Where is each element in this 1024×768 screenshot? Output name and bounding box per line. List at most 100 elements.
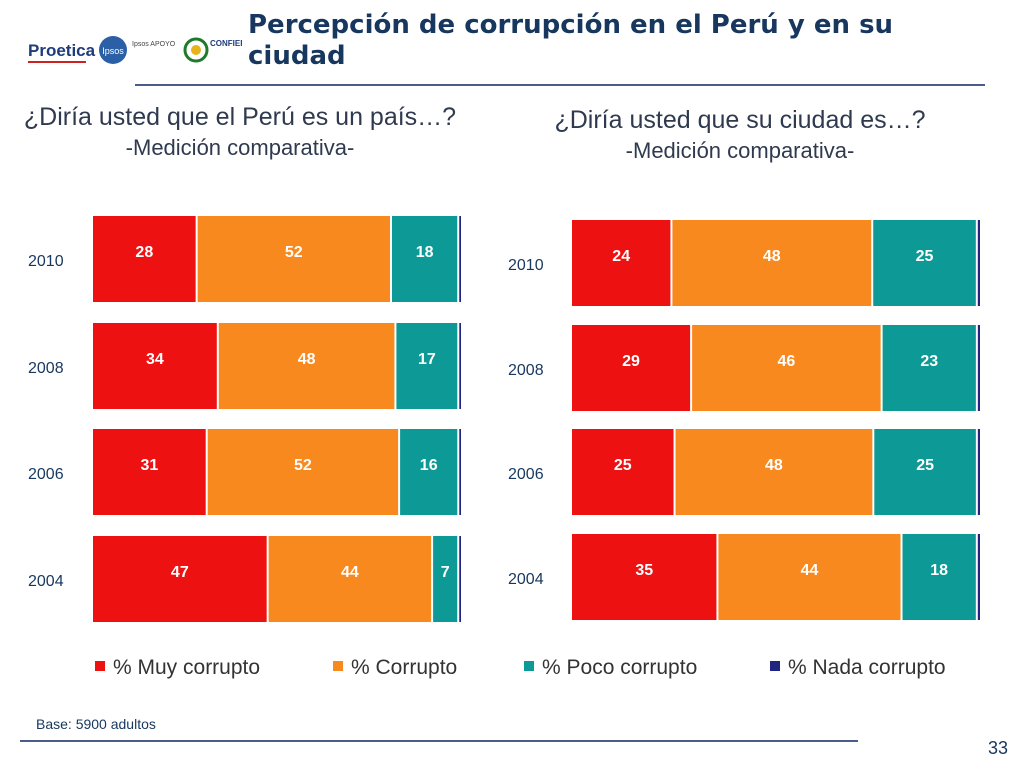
page-number: 33 — [988, 738, 1009, 758]
bar-2008-nada — [977, 325, 980, 411]
year-label: 2010 — [28, 253, 64, 270]
bar-2010-muy — [572, 220, 671, 306]
data-label-2008-corrupto: 46 — [777, 353, 795, 370]
data-label-2006-corrupto: 48 — [765, 457, 783, 474]
bar-2004-nada — [459, 536, 461, 622]
data-label-2006-muy: 25 — [614, 457, 632, 474]
bar-2006-nada — [977, 429, 980, 515]
bar-2008-corrupto — [692, 325, 881, 411]
right-subtitle: -Medición comparativa- — [625, 138, 855, 163]
data-label-2006-poco: 25 — [916, 457, 934, 474]
data-label-2008-muy: 29 — [622, 353, 640, 370]
bar-2010-nada — [459, 216, 461, 302]
bar-2008-poco — [882, 325, 976, 411]
year-label: 2006 — [28, 466, 64, 483]
page-title: Percepción de corrupción en el Perú y en… — [248, 10, 894, 71]
legend-corrupto: % Corrupto — [333, 656, 457, 680]
data-label-2010-muy: 28 — [135, 244, 153, 261]
bar-2010-nada — [977, 220, 980, 306]
year-label: 2004 — [508, 571, 544, 588]
data-label-2006-muy: 31 — [140, 457, 158, 474]
data-label-2008-corrupto: 48 — [298, 351, 316, 368]
year-label: 2008 — [28, 360, 64, 377]
legend-label-muy: % Muy corrupto — [113, 656, 261, 679]
bar-2010-poco — [391, 216, 458, 302]
bar-2006-corrupto — [207, 429, 399, 515]
bar-2010-poco — [873, 220, 976, 306]
bar-2004-corrupto — [268, 536, 432, 622]
data-label-2006-corrupto: 52 — [294, 457, 312, 474]
bar-2010-muy — [93, 216, 196, 302]
bar-2004-corrupto — [718, 534, 901, 620]
proetica-underline — [28, 61, 86, 63]
bar-2008-poco — [396, 323, 458, 409]
confiep-dot — [191, 45, 201, 55]
legend-swatch-poco — [524, 661, 534, 672]
bar-2006-poco — [400, 429, 458, 515]
data-label-2010-corrupto: 48 — [763, 248, 781, 265]
legend-poco: % Poco corrupto — [524, 656, 697, 680]
confiep-ring — [183, 37, 209, 63]
data-label-2004-corrupto: 44 — [801, 562, 819, 579]
legend-label-nada: % Nada corrupto — [788, 656, 946, 679]
year-label: 2006 — [508, 466, 544, 483]
data-label-2006-poco: 16 — [420, 457, 438, 474]
bar-2004-poco — [902, 534, 976, 620]
chart-ciudad: 2010 24 48 25 2008 29 46 23 2006 25 48 25 2004 35 44 18 — [508, 220, 980, 620]
legend-label-poco: % Poco corrupto — [542, 656, 698, 679]
data-label-2010-poco: 18 — [416, 244, 434, 261]
bar-2010-corrupto — [197, 216, 390, 302]
right-question-block: ¿Diría usted que su ciudad es…? -Medició… — [500, 105, 980, 166]
legend-swatch-muy — [95, 661, 105, 672]
bar-2004-nada — [977, 534, 980, 620]
legend-nada: % Nada corrupto — [770, 656, 946, 680]
legend-muy: % Muy corrupto — [95, 656, 260, 680]
proetica-logo: Proetica — [28, 41, 96, 63]
ipsos-logo: Ipsos Ipsos APOYO — [99, 36, 176, 64]
ipsos-logo-text: Ipsos — [102, 46, 124, 56]
bar-2004-muy — [93, 536, 267, 622]
bar-2008-muy — [93, 323, 217, 409]
bar-2008-nada — [459, 323, 461, 409]
bar-2010-corrupto — [672, 220, 872, 306]
bar-2008-corrupto — [218, 323, 395, 409]
data-label-2004-poco: 7 — [441, 564, 450, 581]
year-label: 2004 — [28, 573, 64, 590]
year-label: 2010 — [508, 257, 544, 274]
footer-rule — [20, 740, 858, 742]
ipsos-circle — [99, 36, 127, 64]
data-label-2004-poco: 18 — [930, 562, 948, 579]
bar-2004-poco — [433, 536, 458, 622]
left-question: ¿Diría usted que el Perú es un país…? — [23, 103, 457, 131]
left-question-block: ¿Diría usted que el Perú es un país…? -M… — [20, 102, 460, 163]
bar-2006-muy — [93, 429, 206, 515]
legend: % Muy corrupto % Corrupto % Poco corrupt… — [90, 656, 990, 686]
chart-peru: 2010 28 52 18 2008 34 48 17 2006 31 52 16 2004 47 44 7 — [28, 216, 461, 622]
data-label-2010-corrupto: 52 — [285, 244, 303, 261]
title-rule — [135, 84, 985, 86]
data-label-2008-poco: 23 — [920, 353, 938, 370]
legend-swatch-nada — [770, 661, 780, 672]
data-label-2010-poco: 25 — [916, 248, 934, 265]
ipsos-apoyo-text: Ipsos APOYO — [132, 41, 176, 48]
proetica-logo-text: Proetica — [28, 41, 96, 60]
bar-2006-muy — [572, 429, 674, 515]
bar-2006-nada — [459, 429, 461, 515]
right-question: ¿Diría usted que su ciudad es…? — [554, 106, 926, 134]
data-label-2010-muy: 24 — [612, 248, 630, 265]
data-label-2004-muy: 35 — [635, 562, 653, 579]
legend-label-corrupto: % Corrupto — [351, 656, 458, 679]
data-label-2008-muy: 34 — [146, 351, 164, 368]
bar-2008-muy — [572, 325, 691, 411]
year-label: 2008 — [508, 362, 544, 379]
legend-swatch-corrupto — [333, 661, 343, 672]
bar-2004-muy — [572, 534, 717, 620]
data-label-2004-muy: 47 — [171, 564, 189, 581]
data-label-2008-poco: 17 — [418, 351, 436, 368]
bar-2006-poco — [874, 429, 976, 515]
data-label-2004-corrupto: 44 — [341, 564, 359, 581]
